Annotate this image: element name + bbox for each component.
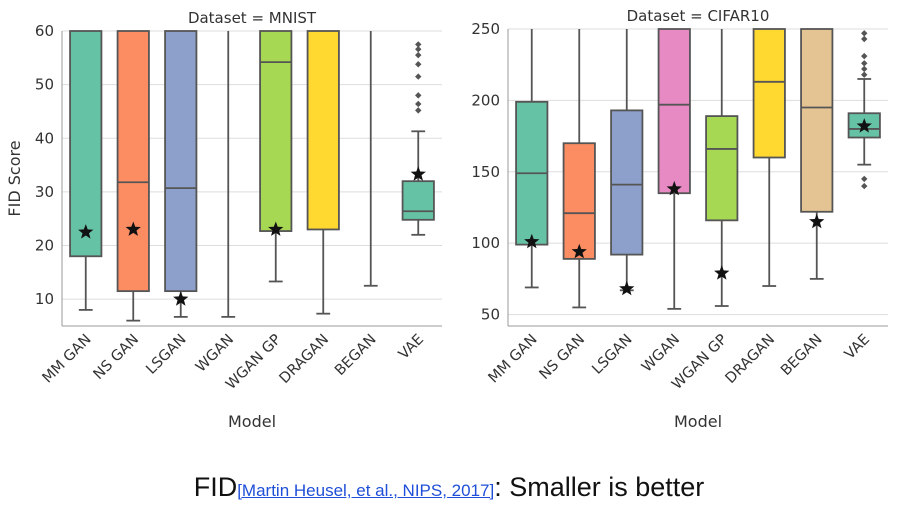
box-wgan-gp xyxy=(705,29,739,307)
mean-star-marker xyxy=(714,265,730,280)
mean-star-marker xyxy=(809,213,825,229)
x-tick-label: DRAGAN xyxy=(277,332,332,387)
chart-title: Dataset = CIFAR10 xyxy=(627,7,770,25)
mean-star-marker xyxy=(571,243,587,259)
outlier-point xyxy=(415,73,422,80)
mean-star-marker xyxy=(173,291,189,306)
caption-suffix: : Smaller is better xyxy=(494,472,705,502)
outlier-point xyxy=(415,41,422,48)
box-ns-gan xyxy=(562,29,596,309)
box-vae xyxy=(401,41,435,236)
box-body xyxy=(800,28,834,213)
y-tick-label: 60 xyxy=(35,22,54,40)
outlier-point xyxy=(861,52,868,60)
fid-charts: 10 20 30 40 50 60 Dataset = MNIST Model FID Scor… xyxy=(5,7,888,431)
mnist-panel: 10 20 30 40 50 60 Dataset = MNIST Model FID Scor… xyxy=(5,9,442,431)
outlier-point xyxy=(861,35,868,43)
x-tick-label: MM GAN xyxy=(40,332,95,387)
y-tick-label: 250 xyxy=(471,20,500,38)
x-tick-label: WGAN xyxy=(639,332,683,376)
box-dragan xyxy=(306,30,340,315)
y-tick-label: 100 xyxy=(471,234,500,252)
y-tick-label: 200 xyxy=(471,91,500,109)
x-tick-label: BEGAN xyxy=(778,332,825,379)
y-tick-label: 50 xyxy=(35,76,54,94)
x-tick-label: VAE xyxy=(396,332,427,363)
box-wgan-gp xyxy=(259,30,293,283)
caption-prefix: FID xyxy=(193,472,238,502)
y-tick-label: 150 xyxy=(471,163,500,181)
box-body xyxy=(306,30,340,231)
box-began xyxy=(363,31,378,287)
x-tick-label: WGAN xyxy=(193,332,237,376)
outlier-point xyxy=(861,182,868,190)
box-vae xyxy=(847,30,881,190)
box-mm-gan xyxy=(69,30,103,311)
caption: FID[Martin Heusel, et al., NIPS, 2017]: … xyxy=(0,472,898,503)
box-body xyxy=(69,30,103,258)
outlier-point xyxy=(861,65,868,73)
mean-star-marker xyxy=(524,233,540,249)
outlier-point xyxy=(415,51,422,59)
outlier-point xyxy=(415,61,422,68)
box-body xyxy=(752,28,786,159)
y-tick-label: 40 xyxy=(35,129,54,147)
y-tick-label: 30 xyxy=(35,183,54,201)
x-tick-label: LSGAN xyxy=(589,332,635,378)
x-tick-label: NS GAN xyxy=(91,332,142,383)
cifar10-panel: 50 100 150 200 250 Dataset = CIFAR10 Model MM G… xyxy=(471,7,888,431)
x-tick-label: DRAGAN xyxy=(723,332,778,387)
mean-star-marker xyxy=(619,280,635,296)
outlier-point xyxy=(415,92,422,99)
x-tick-label: VAE xyxy=(842,332,873,363)
box-wgan xyxy=(221,31,236,318)
x-tick-label: MM GAN xyxy=(486,332,541,387)
outlier-point xyxy=(861,60,868,67)
box-ns-gan xyxy=(116,30,150,322)
box-body xyxy=(259,30,293,232)
citation-link[interactable]: [Martin Heusel, et al., NIPS, 2017] xyxy=(237,481,495,500)
y-tick-label: 50 xyxy=(481,306,500,324)
outlier-point xyxy=(415,100,422,108)
box-lsgan xyxy=(610,29,644,296)
mean-star-marker xyxy=(78,224,94,239)
x-axis-label: Model xyxy=(674,412,722,431)
box-wgan xyxy=(657,28,691,310)
box-dragan xyxy=(752,28,786,287)
box-lsgan xyxy=(164,30,198,318)
box-body xyxy=(164,30,198,293)
outlier-point xyxy=(861,175,868,183)
y-tick-label: 20 xyxy=(35,237,54,255)
mean-star-marker xyxy=(856,118,872,133)
x-tick-label: NS GAN xyxy=(537,332,588,383)
outlier-point xyxy=(861,30,868,37)
mean-star-marker xyxy=(410,166,426,181)
outlier-point xyxy=(861,71,868,78)
box-body xyxy=(116,30,150,293)
outlier-point xyxy=(415,107,422,114)
box-body xyxy=(657,28,691,195)
mean-star-marker xyxy=(268,221,284,236)
y-tick-label: 10 xyxy=(35,290,54,308)
box-body xyxy=(562,142,596,260)
x-tick-label: LSGAN xyxy=(143,332,189,378)
chart-title: Dataset = MNIST xyxy=(188,9,317,27)
box-body xyxy=(401,180,435,221)
y-axis-label: FID Score xyxy=(5,140,24,216)
mean-star-marker xyxy=(125,221,141,236)
mean-star-marker xyxy=(666,180,682,196)
box-body xyxy=(610,109,644,256)
box-mm-gan xyxy=(515,29,549,289)
outlier-point xyxy=(415,46,422,53)
box-began xyxy=(800,28,834,280)
x-tick-label: BEGAN xyxy=(332,332,379,379)
x-axis-label: Model xyxy=(228,412,276,431)
box-body xyxy=(705,115,739,222)
